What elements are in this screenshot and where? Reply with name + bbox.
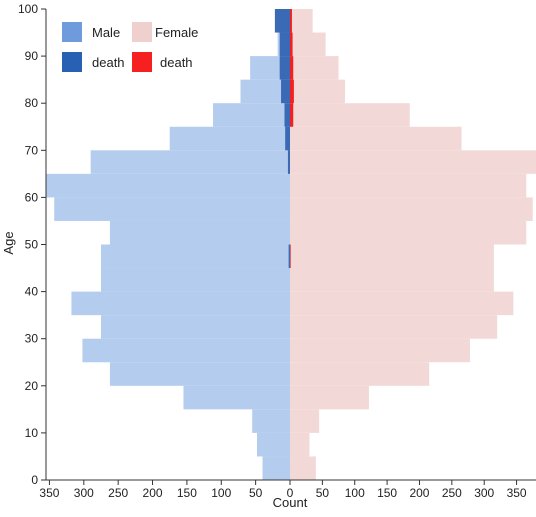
- bar-death-right-age-80: [290, 79, 294, 104]
- bar-death-left-age-85: [279, 56, 290, 80]
- legend-label-death-right: death: [160, 55, 193, 70]
- x-tick-label-left-50: 50: [249, 486, 263, 500]
- bar-death-left-age-75: [284, 103, 290, 127]
- y-axis-title: Age: [1, 231, 16, 254]
- bar-death-right-age-75: [290, 103, 294, 127]
- bar-female-right-age-95: [290, 9, 313, 33]
- bar-male-left-age-40: [100, 268, 291, 292]
- bar-female-right-age-60: [290, 173, 527, 198]
- legend-swatch-male-left: [62, 22, 82, 42]
- bar-female-right-age-90: [290, 32, 326, 57]
- y-tick-label-100: 100: [18, 2, 38, 16]
- bar-female-right-age-20: [290, 362, 430, 386]
- bar-death-left-age-45: [288, 244, 290, 269]
- bar-male-left-age-5: [257, 432, 290, 457]
- y-tick-label-0: 0: [31, 473, 38, 487]
- legend-swatch-death-left: [62, 52, 82, 72]
- legend-swatch-female-right: [132, 22, 152, 42]
- x-tick-label-left-200: 200: [143, 486, 163, 500]
- bar-male-left-age-30: [100, 315, 291, 339]
- bar-female-right-age-10: [290, 409, 320, 433]
- bar-female-right-age-55: [290, 197, 533, 221]
- y-tick-label-10: 10: [25, 426, 39, 440]
- x-tick-label-left-250: 250: [108, 486, 128, 500]
- bar-death-right-age-90: [290, 32, 293, 57]
- bar-death-left-age-80: [281, 79, 290, 104]
- legend-label-female-right: Female: [155, 25, 198, 40]
- x-tick-label-right-200: 200: [409, 486, 429, 500]
- x-tick-label-right-300: 300: [474, 486, 494, 500]
- bar-female-right-age-30: [290, 315, 498, 339]
- y-tick-label-50: 50: [25, 238, 39, 252]
- bar-death-left-age-65: [287, 150, 290, 174]
- bar-male-left-age-10: [252, 409, 290, 433]
- bar-female-right-age-50: [290, 220, 527, 245]
- legend-swatch-death-right: [132, 52, 152, 72]
- x-tick-label-left-300: 300: [74, 486, 94, 500]
- bar-male-left-age-70: [169, 126, 290, 151]
- bar-female-right-age-70: [290, 126, 462, 151]
- y-tick-label-70: 70: [25, 143, 39, 157]
- bar-male-left-age-45: [100, 244, 291, 269]
- bar-death-right-age-85: [290, 56, 294, 80]
- bar-male-left-age-65: [90, 150, 291, 174]
- bar-death-left-age-90: [279, 32, 290, 57]
- x-tick-label-right-100: 100: [345, 486, 365, 500]
- bar-female-right-age-80: [290, 79, 346, 104]
- x-tick-label-right-250: 250: [442, 486, 462, 500]
- legend-label-male-left: Male: [92, 25, 120, 40]
- bar-death-left-age-70: [285, 126, 290, 151]
- legend: Male Female death death: [62, 22, 198, 72]
- bar-female-right-age-85: [290, 56, 339, 80]
- bar-death-right-age-95: [290, 9, 292, 33]
- y-tick-label-80: 80: [25, 96, 39, 110]
- bar-death-right-age-45: [290, 244, 291, 269]
- bar-male-left-age-75: [213, 103, 290, 127]
- x-tick-label-left-150: 150: [177, 486, 197, 500]
- x-tick-label-left-100: 100: [211, 486, 231, 500]
- x-tick-label-left-350: 350: [39, 486, 59, 500]
- bar-female-right-age-75: [290, 103, 410, 127]
- bar-female-right-age-35: [290, 291, 514, 316]
- y-tick-label-30: 30: [25, 332, 39, 346]
- bar-male-left-age-55: [54, 197, 290, 221]
- bar-male-left-age-0: [262, 456, 290, 480]
- legend-label-death-left: death: [92, 55, 125, 70]
- y-tick-label-60: 60: [25, 190, 39, 204]
- bar-female-right-age-45: [290, 244, 494, 269]
- bar-male-left-age-15: [183, 385, 290, 410]
- bar-female-right-age-65: [290, 150, 536, 174]
- bar-male-left-age-20: [109, 362, 290, 386]
- x-tick-label-left-0: 0: [287, 486, 294, 500]
- bar-female-right-age-25: [290, 338, 470, 363]
- bar-female-right-age-40: [290, 268, 494, 292]
- y-tick-label-90: 90: [25, 49, 39, 63]
- bar-male-left-age-25: [82, 338, 291, 363]
- x-tick-label-right-150: 150: [377, 486, 397, 500]
- bar-male-left-age-50: [109, 220, 290, 245]
- x-axis-title: Count: [273, 495, 308, 510]
- bar-male-left-age-35: [71, 291, 291, 316]
- y-tick-label-40: 40: [25, 285, 39, 299]
- bar-death-left-age-95: [274, 9, 290, 33]
- x-tick-label-right-50: 50: [316, 486, 330, 500]
- bar-male-left-age-80: [240, 79, 290, 104]
- bar-female-right-age-0: [290, 456, 316, 480]
- bar-female-right-age-15: [290, 385, 369, 410]
- bar-male-left-age-60: [46, 173, 290, 198]
- y-tick-label-20: 20: [25, 379, 39, 393]
- x-tick-label-right-350: 350: [507, 486, 527, 500]
- bars-layer: [46, 9, 536, 480]
- bar-female-right-age-5: [290, 432, 310, 457]
